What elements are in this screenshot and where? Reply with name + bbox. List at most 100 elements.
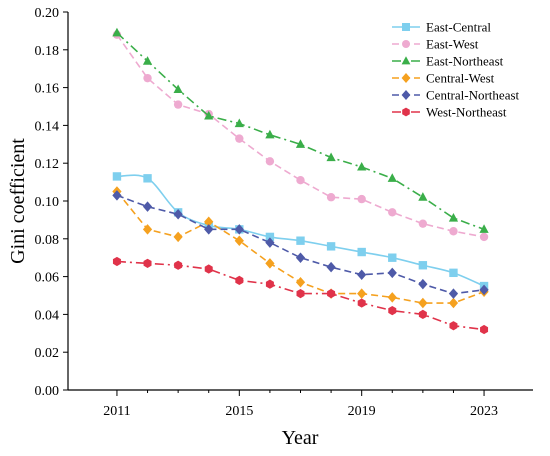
legend-marker-swatch [401, 90, 411, 100]
legend-marker-swatch [401, 73, 411, 83]
legend-item-central-west: Central-West [392, 71, 495, 86]
data-point-west-northeast [449, 321, 458, 331]
data-point-east-west [418, 219, 428, 228]
data-point-central-northeast [479, 284, 489, 296]
data-point-west-northeast [204, 264, 213, 274]
x-axis-title: Year [282, 427, 319, 449]
legend-marker-swatch [402, 40, 410, 48]
data-point-east-central [326, 242, 336, 251]
data-point-central-west [204, 216, 214, 228]
data-point-central-northeast [265, 237, 275, 248]
data-point-east-central [143, 174, 152, 183]
data-point-east-central [388, 253, 397, 262]
legend-marker-swatch [402, 107, 410, 117]
data-point-east-west [449, 227, 458, 236]
legend-item-east-central: East-Central [392, 20, 491, 35]
data-point-central-northeast [448, 288, 459, 299]
data-point-east-northeast [204, 110, 214, 120]
axes-layer [67, 12, 533, 391]
data-point-west-northeast [112, 256, 121, 267]
data-point-west-northeast [327, 288, 336, 299]
series-east-central [112, 172, 489, 291]
y-tick-label: 0.04 [35, 308, 60, 323]
data-point-central-west [173, 231, 183, 243]
data-point-west-northeast [235, 275, 244, 285]
data-point-central-west [357, 288, 367, 299]
y-tick-label: 0.10 [35, 195, 60, 210]
data-point-east-northeast [112, 27, 122, 37]
data-point-central-northeast [295, 252, 306, 263]
data-point-east-west [388, 208, 397, 217]
data-point-west-northeast [265, 279, 274, 289]
data-point-east-west [235, 134, 244, 143]
data-point-east-west [326, 193, 336, 202]
legend-label: East-West [426, 37, 479, 52]
data-point-east-west [296, 176, 305, 185]
data-point-east-northeast [326, 152, 336, 162]
data-point-east-northeast [295, 139, 306, 148]
data-point-central-northeast [204, 224, 214, 235]
data-point-central-west [387, 292, 397, 303]
data-point-east-west [265, 157, 275, 166]
y-tick-label: 0.08 [35, 233, 60, 248]
data-point-central-northeast [357, 269, 367, 280]
data-point-central-west [265, 258, 275, 269]
data-point-central-west [142, 224, 153, 235]
data-point-west-northeast [296, 288, 305, 299]
series-central-west [112, 186, 489, 309]
data-point-central-northeast [173, 208, 183, 220]
data-point-west-northeast [143, 258, 152, 268]
x-tick-label: 2023 [470, 404, 498, 419]
series-central-northeast [112, 190, 489, 299]
tick-layer: 0.00 0.02 0.04 0.06 0.08 0.10 0.12 0.14 0.16 0.18… [35, 6, 499, 419]
data-point-east-west [479, 232, 489, 242]
data-point-east-central [449, 268, 458, 278]
legend-item-central-northeast: Central-Northeast [392, 88, 520, 103]
data-point-central-northeast [387, 267, 397, 279]
legend-label: East-Northeast [426, 54, 504, 69]
legend-label: East-Central [426, 20, 491, 35]
y-tick-label: 0.20 [35, 6, 60, 21]
data-point-central-west [234, 235, 244, 246]
legend-item-west-northeast: West-Northeast [392, 105, 507, 120]
data-point-east-central [357, 247, 366, 257]
data-point-central-northeast [234, 224, 244, 235]
y-tick-label: 0.14 [35, 119, 60, 134]
y-tick-label: 0.16 [35, 82, 60, 97]
legend-item-east-northeast: East-Northeast [392, 54, 504, 69]
y-tick-label: 0.12 [35, 157, 60, 172]
legend-marker-swatch [402, 23, 410, 31]
legend-item-east-west: East-West [392, 37, 479, 52]
y-tick-label: 0.18 [35, 44, 60, 59]
y-tick-label: 0.02 [35, 346, 60, 361]
data-point-west-northeast [418, 309, 427, 320]
x-tick-label: 2015 [225, 404, 253, 419]
data-point-east-northeast [265, 129, 275, 139]
data-point-east-west [143, 73, 152, 83]
data-point-central-west [295, 277, 306, 288]
data-point-west-northeast [480, 324, 489, 335]
data-point-east-central [112, 172, 122, 181]
data-point-west-northeast [388, 306, 397, 316]
data-point-east-west [173, 100, 183, 109]
y-tick-label: 0.00 [35, 384, 60, 399]
series-west-northeast [112, 256, 489, 335]
data-point-central-west [448, 297, 459, 309]
data-point-east-northeast [357, 161, 367, 171]
data-point-east-northeast [418, 192, 428, 201]
data-point-west-northeast [357, 298, 366, 308]
y-tick-label: 0.06 [35, 271, 60, 286]
legend-label: Central-Northeast [426, 88, 520, 103]
data-point-central-west [418, 297, 428, 309]
data-point-east-northeast [173, 84, 183, 94]
data-point-central-northeast [326, 261, 336, 273]
legend-marker-swatch [401, 56, 411, 65]
data-point-east-northeast [387, 173, 397, 182]
data-point-east-west [357, 194, 366, 204]
data-point-east-northeast [448, 212, 459, 222]
x-tick-label: 2011 [103, 404, 130, 419]
data-point-east-central [265, 232, 275, 242]
data-point-east-central [296, 236, 305, 245]
y-axis-title: Gini coefficient [7, 138, 29, 264]
